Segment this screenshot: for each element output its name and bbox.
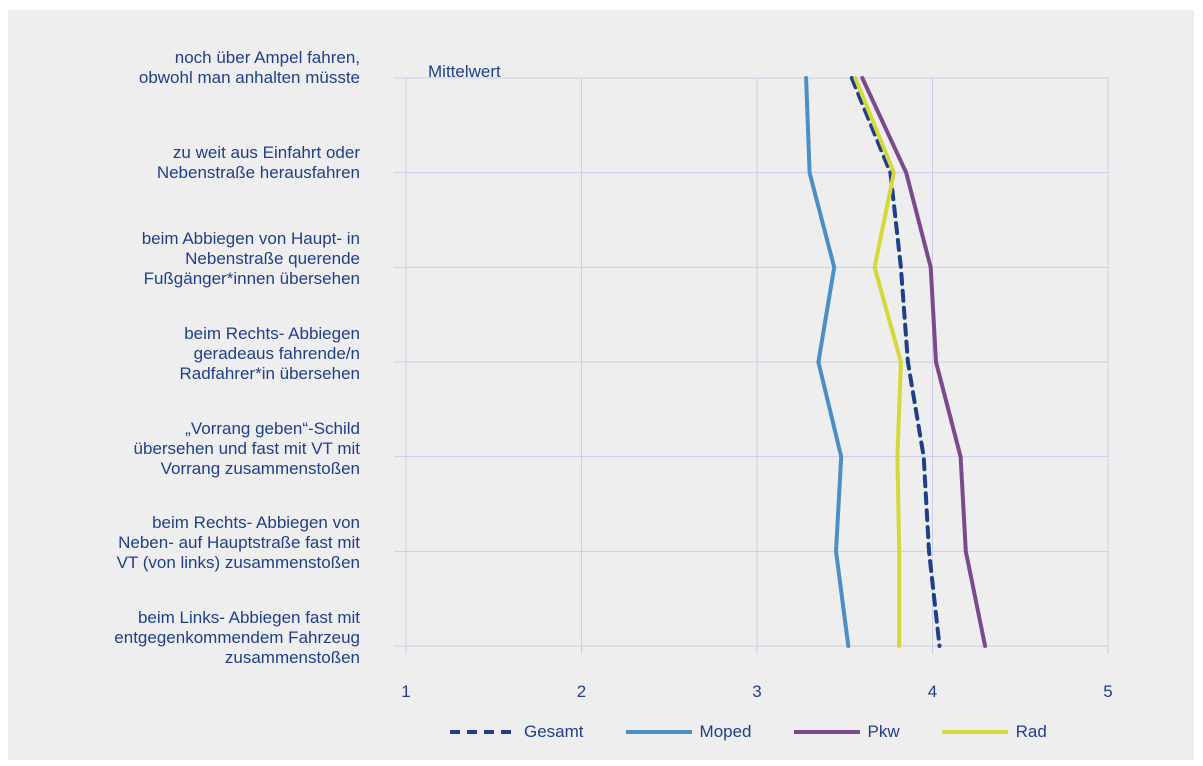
- chart-frame: Mittelwert noch über Ampel fahren, obwoh…: [8, 10, 1194, 760]
- category-label: beim Rechts- Abbiegen geradeaus fahrende…: [179, 324, 360, 383]
- category-label: zu weit aus Einfahrt oder Nebenstraße he…: [156, 142, 360, 182]
- legend: Gesamt Moped Pkw Rad: [448, 722, 1047, 742]
- line-chart: [394, 76, 1109, 654]
- x-tick-label: 1: [401, 682, 411, 701]
- category-label: beim Rechts- Abbiegen von Neben- auf Hau…: [116, 513, 360, 573]
- legend-swatch-gesamt: [450, 730, 516, 734]
- legend-label: Rad: [1015, 722, 1047, 741]
- x-tick-label: 3: [752, 682, 762, 701]
- legend-item-pkw: Pkw: [792, 722, 900, 742]
- legend-label: Pkw: [867, 722, 900, 741]
- legend-swatch-rad: [941, 730, 1008, 734]
- x-tick-label: 4: [927, 682, 938, 701]
- legend-item-rad: Rad: [940, 722, 1047, 742]
- x-tick-label: 5: [1103, 682, 1113, 701]
- legend-label: Gesamt: [524, 722, 584, 741]
- legend-swatch-moped: [625, 730, 692, 734]
- category-label: noch über Ampel fahren, obwohl man anhal…: [138, 48, 360, 87]
- legend-item-gesamt: Gesamt: [448, 722, 584, 742]
- x-tick-label: 2: [576, 682, 587, 701]
- legend-label: Moped: [699, 722, 752, 741]
- legend-item-moped: Moped: [624, 722, 752, 742]
- category-label: „Vorrang geben“-Schild übersehen und fas…: [133, 418, 360, 478]
- legend-swatch-pkw: [793, 730, 860, 734]
- category-label: beim Abbiegen von Haupt- in Nebenstraße …: [141, 229, 360, 289]
- x-axis-title: Mittelwert: [428, 62, 501, 81]
- category-label: beim Links- Abbiegen fast mit entgegenko…: [114, 608, 360, 667]
